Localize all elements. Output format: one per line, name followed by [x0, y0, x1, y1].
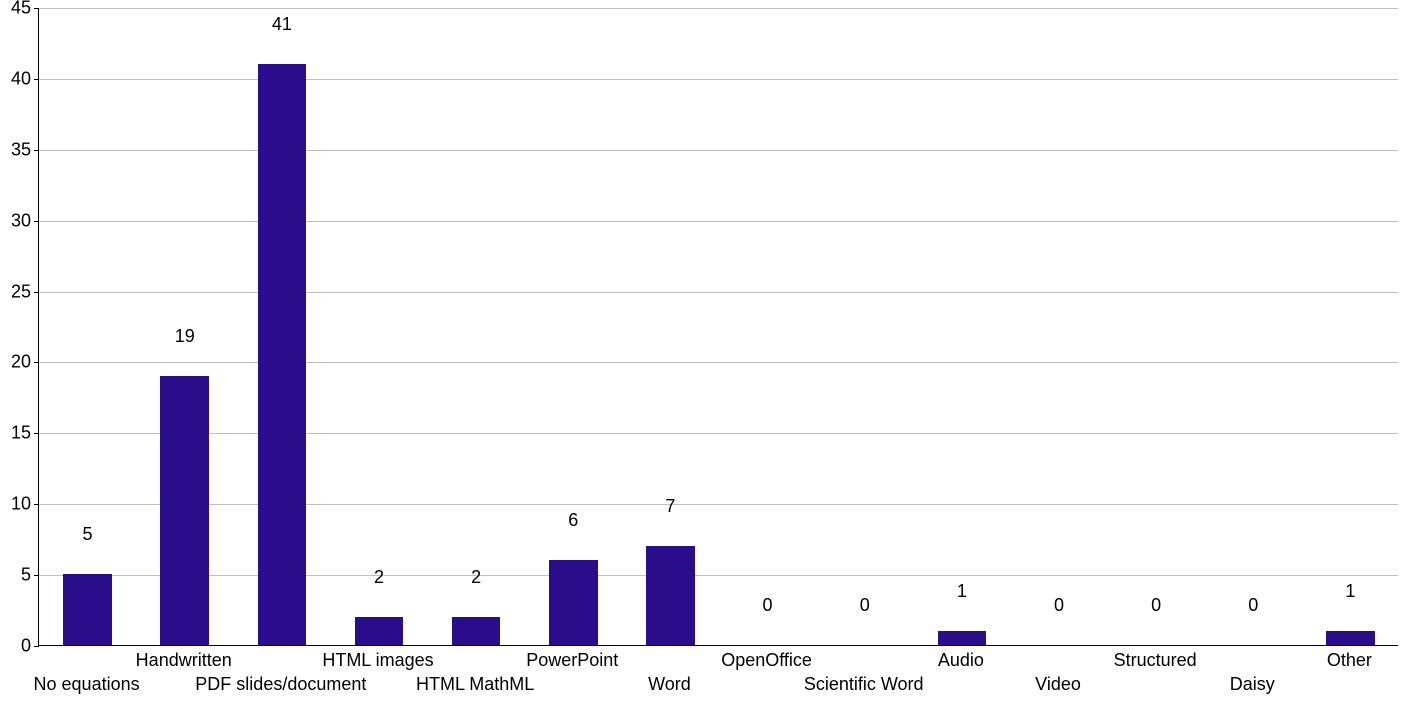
- bar: [258, 64, 307, 645]
- gridline: [39, 150, 1398, 151]
- bar-chart: 0510152025303540455194122670010001 No eq…: [0, 0, 1409, 720]
- x-axis-label: Structured: [1114, 650, 1197, 671]
- x-axis-label: Audio: [938, 650, 984, 671]
- ytick-label: 40: [11, 68, 39, 89]
- ytick-label: 30: [11, 210, 39, 231]
- bar: [355, 617, 404, 645]
- bar: [549, 560, 598, 645]
- x-axis-label: OpenOffice: [721, 650, 812, 671]
- bar-value-label: 5: [83, 524, 93, 549]
- bar: [63, 574, 112, 645]
- bar-value-label: 7: [665, 496, 675, 521]
- x-axis-label: PowerPoint: [526, 650, 618, 671]
- gridline: [39, 433, 1398, 434]
- ytick-label: 10: [11, 494, 39, 515]
- bar: [1326, 631, 1375, 645]
- x-axis-label: PDF slides/document: [195, 674, 366, 695]
- bar-value-label: 1: [1345, 581, 1355, 606]
- x-axis-label: Other: [1327, 650, 1372, 671]
- bar-value-label: 6: [568, 510, 578, 535]
- bar-value-label: 19: [175, 326, 195, 351]
- x-axis-label: Video: [1035, 674, 1081, 695]
- x-axis-label: No equations: [34, 674, 140, 695]
- bar-value-label: 41: [272, 14, 292, 39]
- ytick-label: 35: [11, 139, 39, 160]
- x-axis-label: HTML MathML: [416, 674, 534, 695]
- ytick-label: 45: [11, 0, 39, 19]
- bar-value-label: 0: [763, 595, 773, 620]
- plot-area: 0510152025303540455194122670010001: [38, 8, 1398, 646]
- gridline: [39, 79, 1398, 80]
- gridline: [39, 575, 1398, 576]
- bar: [938, 631, 987, 645]
- bar: [646, 546, 695, 645]
- bar: [160, 376, 209, 645]
- ytick-label: 15: [11, 423, 39, 444]
- bar-value-label: 2: [374, 567, 384, 592]
- bar-value-label: 1: [957, 581, 967, 606]
- ytick-label: 0: [21, 636, 39, 657]
- x-axis-label: HTML images: [322, 650, 433, 671]
- ytick-label: 5: [21, 565, 39, 586]
- gridline: [39, 504, 1398, 505]
- x-axis-label: Scientific Word: [804, 674, 924, 695]
- gridline: [39, 8, 1398, 9]
- bar-value-label: 0: [1054, 595, 1064, 620]
- bar-value-label: 0: [1248, 595, 1258, 620]
- gridline: [39, 221, 1398, 222]
- ytick-label: 20: [11, 352, 39, 373]
- gridline: [39, 292, 1398, 293]
- ytick-label: 25: [11, 281, 39, 302]
- bar-value-label: 2: [471, 567, 481, 592]
- gridline: [39, 362, 1398, 363]
- x-axis-label: Daisy: [1230, 674, 1275, 695]
- bar: [452, 617, 501, 645]
- bar-value-label: 0: [860, 595, 870, 620]
- x-axis-label: Handwritten: [136, 650, 232, 671]
- bar-value-label: 0: [1151, 595, 1161, 620]
- x-axis-label: Word: [648, 674, 691, 695]
